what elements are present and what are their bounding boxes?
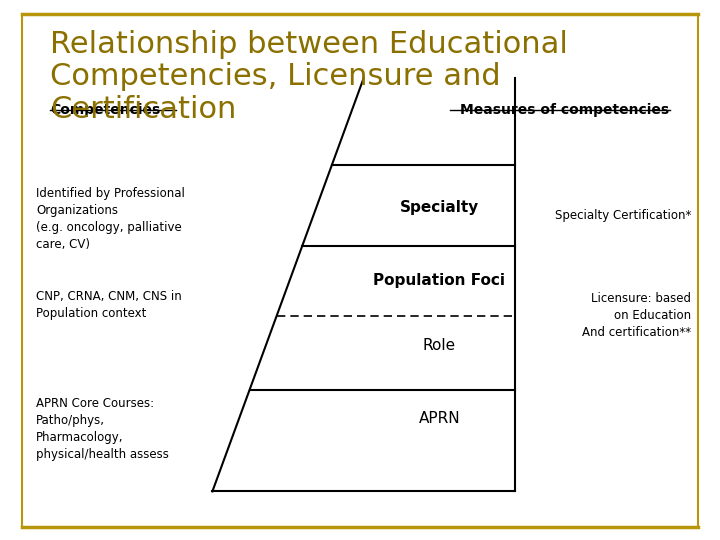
Text: CNP, CRNA, CNM, CNS in
Population context: CNP, CRNA, CNM, CNS in Population contex… bbox=[36, 290, 181, 320]
Text: Measures of competencies: Measures of competencies bbox=[461, 103, 670, 117]
Text: Specialty Certification*: Specialty Certification* bbox=[555, 210, 691, 222]
Text: APRN Core Courses:
Patho/phys,
Pharmacology,
physical/health assess: APRN Core Courses: Patho/phys, Pharmacol… bbox=[36, 397, 169, 461]
Text: Identified by Professional
Organizations
(e.g. oncology, palliative
care, CV): Identified by Professional Organizations… bbox=[36, 187, 185, 251]
Text: Competencies, Licensure and: Competencies, Licensure and bbox=[50, 62, 501, 91]
Text: Competencies: Competencies bbox=[50, 103, 161, 117]
Text: Population Foci: Population Foci bbox=[373, 273, 505, 288]
Text: Relationship between Educational: Relationship between Educational bbox=[50, 30, 568, 59]
Text: Certification: Certification bbox=[50, 94, 237, 124]
Text: Role: Role bbox=[423, 338, 456, 353]
Text: Specialty: Specialty bbox=[400, 200, 479, 215]
Text: Licensure: based
on Education
And certification**: Licensure: based on Education And certif… bbox=[582, 292, 691, 340]
Text: APRN: APRN bbox=[418, 411, 460, 426]
